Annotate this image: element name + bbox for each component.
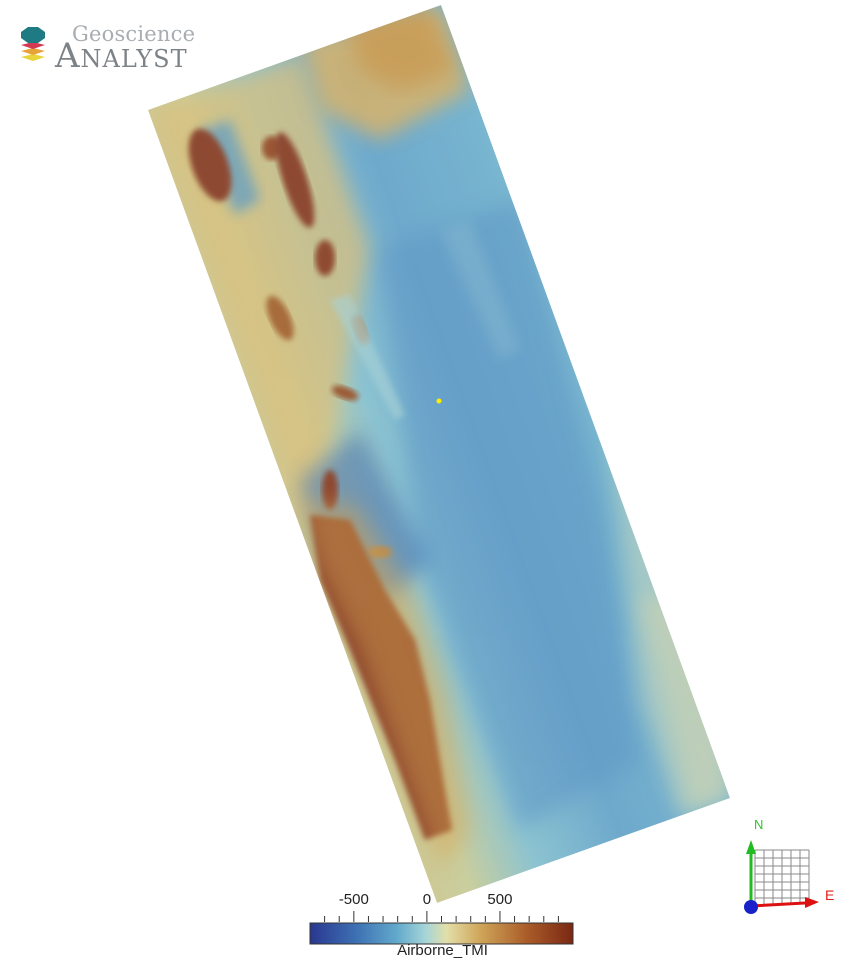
colorbar-scale [309, 911, 574, 945]
north-arrowhead [746, 840, 756, 854]
up-axis [744, 900, 758, 914]
logo-line-1: Geoscience [72, 22, 196, 46]
tmi-surface [148, 5, 730, 903]
east-label: E [825, 887, 835, 903]
logo-line-2: Analyst [55, 36, 188, 76]
colorbar-title: Airborne_TMI [397, 942, 488, 959]
colorbar-ticks [324, 911, 559, 922]
colorbar-tick-label: -500 [338, 891, 369, 908]
colorbar-legend: -500 0 500 Airborne_TMI [300, 885, 585, 963]
survey-marker[interactable] [436, 398, 442, 404]
colorbar-tick-label: 0 [422, 891, 432, 908]
layers-icon [21, 27, 45, 61]
app-logo: Geoscience Analyst [18, 22, 198, 76]
axes-grid [754, 849, 810, 904]
colorbar-tick-label: 500 [487, 891, 513, 908]
axes-widget [744, 840, 819, 914]
orientation-axes[interactable]: N E [735, 812, 845, 920]
east-axis [750, 901, 806, 908]
north-label: N [754, 817, 764, 832]
east-arrowhead [805, 897, 819, 908]
